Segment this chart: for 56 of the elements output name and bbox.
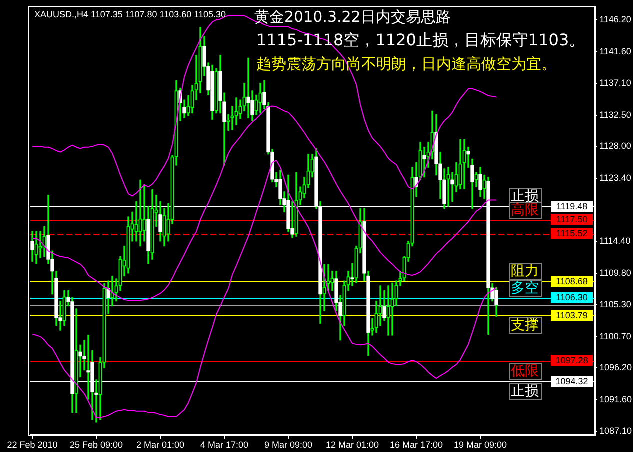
- candlestick: [34, 231, 38, 264]
- candlestick: [322, 264, 326, 312]
- annotation: 1119.48: [556, 201, 588, 212]
- x-tick-label: 12 Mar 01:00: [326, 440, 380, 450]
- x-tick-label: 16 Mar 17:00: [390, 440, 444, 450]
- ref-line-label: 高限: [511, 202, 539, 219]
- candlestick: [258, 82, 262, 114]
- candlestick: [110, 276, 114, 306]
- annotation: 1106.30: [556, 292, 588, 302]
- ref-line-label: 低限: [511, 364, 539, 380]
- y-tick-label: 1114.40: [600, 236, 631, 246]
- candlestick: [150, 190, 154, 260]
- y-tick-label: 1123.40: [600, 173, 632, 184]
- annotation: 1115.52: [556, 228, 588, 238]
- annotation: 趋势震荡方向尚不明朗，日内逢高做空为宜。: [256, 54, 556, 73]
- candlestick: [474, 172, 478, 188]
- annotation: 1103.79: [556, 310, 588, 320]
- ref-line-label: 阻力: [511, 264, 539, 280]
- ref-line-label: 支撑: [511, 318, 539, 334]
- x-tick-label: 9 Mar 09:00: [264, 440, 313, 450]
- x-tick-label: 19 Mar 09:00: [454, 440, 508, 450]
- annotation: 1117.50: [556, 214, 588, 224]
- y-tick-label: 1128.00: [600, 141, 632, 152]
- candlestick: [446, 167, 450, 207]
- candlestick: [42, 226, 46, 258]
- candlestick: [246, 58, 250, 118]
- candlestick: [458, 139, 462, 190]
- y-tick-label: 1100.70: [600, 331, 632, 342]
- ref-line-label: 止损: [511, 384, 539, 400]
- annotation: 1097.28: [556, 355, 588, 366]
- x-tick-label: 2 Mar 01:00: [136, 440, 185, 450]
- candlestick: [390, 282, 394, 336]
- x-tick-label: 22 Feb 2010: [7, 440, 58, 450]
- y-tick-label: 1087.10: [600, 426, 632, 436]
- y-tick-label: 1141.60: [600, 46, 632, 56]
- y-tick-label: 1137.10: [600, 78, 632, 88]
- ref-line-label: 多空: [511, 280, 539, 297]
- y-tick-label: 1109.80: [600, 268, 632, 278]
- candlestick: [462, 139, 466, 190]
- y-tick-label: 1091.60: [600, 394, 632, 405]
- annotation: 1094.32: [556, 376, 588, 386]
- y-tick-label: 1105.30: [600, 299, 632, 310]
- x-tick-label: 25 Feb 09:00: [70, 440, 124, 450]
- y-tick-label: 1096.20: [600, 362, 632, 373]
- annotation: 1108.68: [556, 276, 588, 286]
- annotation: XAUUSD.,H4 1107.35 1107.80 1103.60 1105.30: [34, 9, 226, 20]
- candlestick: [142, 184, 146, 242]
- y-tick-label: 1146.20: [600, 14, 632, 24]
- y-tick-label: 1132.50: [600, 110, 632, 120]
- chart-title: 黄金2010.3.22日内交易思路: [254, 8, 451, 26]
- candlestick: [386, 286, 390, 336]
- x-tick-label: 4 Mar 17:00: [200, 440, 249, 450]
- candlestick: [138, 180, 142, 247]
- candlestick: [134, 201, 138, 242]
- candlestick: [294, 172, 298, 237]
- candlestick: [74, 308, 78, 414]
